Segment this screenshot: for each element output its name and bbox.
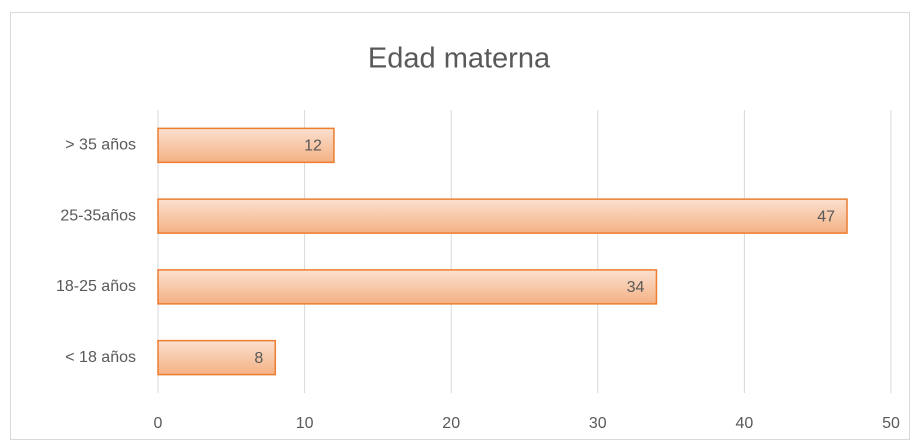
bar [157,198,848,234]
bar [157,127,335,164]
data-label: 12 [304,138,322,155]
x-tick-label: 20 [442,415,460,432]
y-tick-label: < 18 años [65,349,136,366]
x-tick-label: 10 [296,415,314,432]
bar [157,339,277,376]
data-label: 8 [254,350,263,367]
chart-title: Edad materna [368,43,551,75]
y-tick-label: 25-35años [60,207,136,224]
bar [157,269,658,305]
data-label: 47 [817,208,835,225]
x-tick-label: 0 [154,415,163,432]
data-label: 34 [627,279,645,296]
x-tick-label: 30 [589,415,607,432]
y-tick-label: > 35 años [65,137,136,154]
y-tick-label: 18-25 años [56,278,136,295]
x-tick-label: 50 [882,415,900,432]
x-tick-label: 40 [736,415,754,432]
